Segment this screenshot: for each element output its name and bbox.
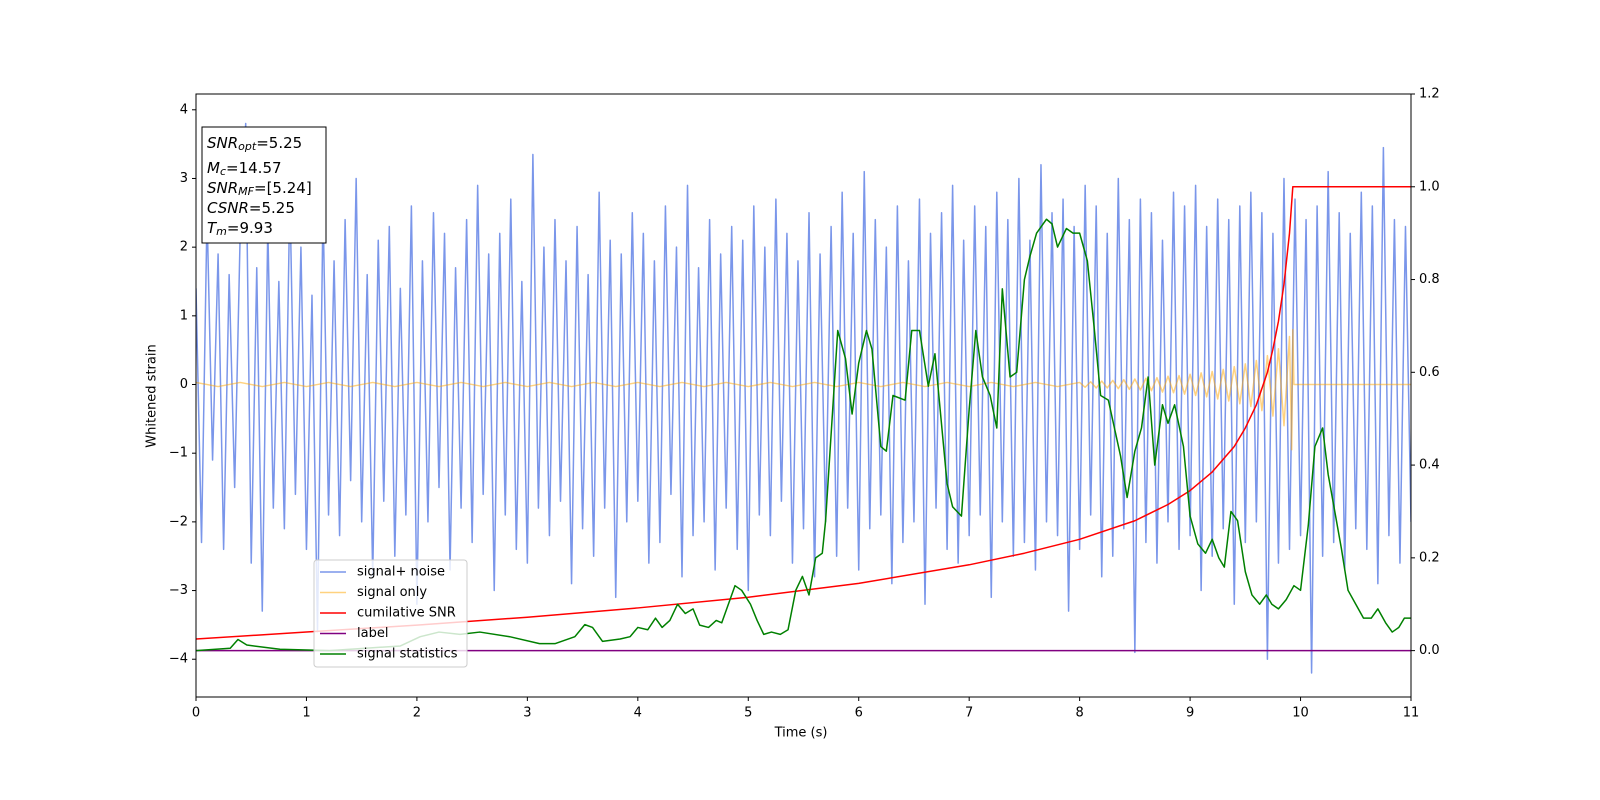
annotation-text: Tm=9.93 <box>207 219 273 239</box>
series-line <box>196 122 1411 674</box>
y2-tick-label: 0.6 <box>1419 365 1440 380</box>
y-tick-label: −3 <box>169 583 188 598</box>
annotation-symbol: CSNR <box>207 199 249 217</box>
x-tick-label: 10 <box>1292 706 1309 721</box>
annotation-text: CSNR=5.25 <box>207 199 295 217</box>
x-tick-label: 1 <box>302 706 310 721</box>
annotation-subscript: c <box>220 165 226 178</box>
annotation-text: SNRopt=5.25 <box>207 134 302 154</box>
annotation-subscript: MF <box>238 185 254 198</box>
y-tick-label: 3 <box>180 171 188 186</box>
x-tick-label: 7 <box>965 706 973 721</box>
x-tick-label: 4 <box>634 706 642 721</box>
y2-tick-label: 0.4 <box>1419 458 1440 473</box>
annotation-symbol: SNR <box>207 179 238 197</box>
x-tick-label: 0 <box>192 706 200 721</box>
annotation-value: =[5.24] <box>254 179 312 197</box>
annotation-symbol: T <box>207 219 218 237</box>
y2-tick-label: 0.0 <box>1419 643 1440 658</box>
x-tick-label: 9 <box>1186 706 1194 721</box>
annotation-symbol: SNR <box>207 134 238 152</box>
annotation-text: SNRMF=[5.24] <box>207 179 312 199</box>
y2-tick-label: 0.8 <box>1419 272 1440 287</box>
annotation-value: =14.57 <box>226 159 282 177</box>
series-line <box>196 328 1411 451</box>
x-tick-label: 6 <box>855 706 863 721</box>
legend-label: cumilative SNR <box>357 606 456 621</box>
annotation-text: Mc=14.57 <box>207 159 282 179</box>
annotation-value: =5.25 <box>256 134 302 152</box>
y-tick-label: −4 <box>169 652 188 667</box>
y2-tick-label: 1.0 <box>1419 179 1440 194</box>
y-tick-label: 4 <box>180 102 188 117</box>
x-tick-label: 11 <box>1403 706 1420 721</box>
legend-label: signal only <box>357 585 427 600</box>
x-axis-label: Time (s) <box>774 726 828 741</box>
annotation-box <box>201 126 327 244</box>
x-tick-label: 2 <box>413 706 421 721</box>
annotation-subscript: opt <box>238 140 257 153</box>
annotation-value: =5.25 <box>249 199 295 217</box>
x-tick-label: 8 <box>1075 706 1083 721</box>
y-tick-label: 2 <box>180 240 188 255</box>
y-tick-label: 1 <box>180 308 188 323</box>
y-tick-label: −1 <box>169 446 188 461</box>
annotation-subscript: m <box>216 225 227 238</box>
y2-tick-label: 0.2 <box>1419 550 1440 565</box>
legend-box <box>313 559 468 668</box>
y2-tick-label: 1.2 <box>1419 87 1440 102</box>
annotation-value: =9.93 <box>227 219 273 237</box>
series-line <box>196 186 1411 640</box>
legend-label: signal+ noise <box>357 565 445 580</box>
x-tick-label: 5 <box>744 706 752 721</box>
y-axis-label: Whitened strain <box>145 344 160 447</box>
axes-frame <box>195 93 1412 698</box>
annotation-symbol: M <box>207 159 220 177</box>
y-tick-label: −2 <box>169 514 188 529</box>
y-tick-label: 0 <box>180 377 188 392</box>
series-line <box>196 218 1411 652</box>
legend-label: label <box>357 626 388 641</box>
x-tick-label: 3 <box>523 706 531 721</box>
legend-label: signal statistics <box>357 647 458 662</box>
